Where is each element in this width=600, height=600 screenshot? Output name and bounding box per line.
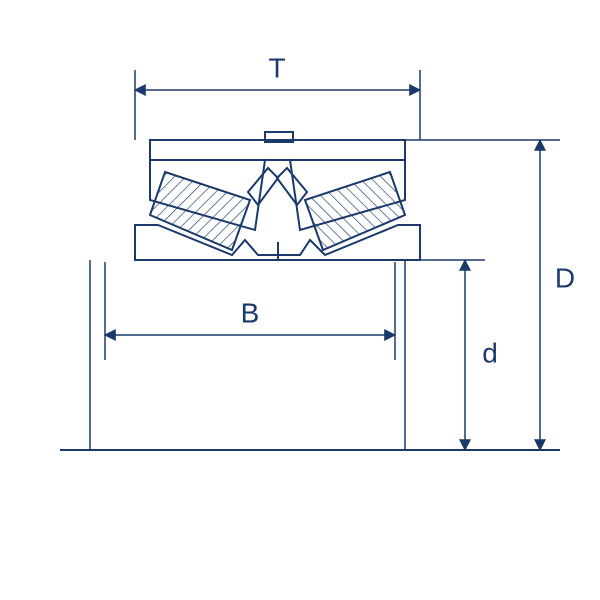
dim-B: B (105, 262, 395, 360)
label-T: T (268, 52, 285, 83)
bearing-diagram: T B d (0, 0, 600, 600)
dim-d: d (420, 260, 498, 450)
dim-T: T (135, 52, 420, 140)
label-D: D (555, 262, 575, 293)
dim-D: D (405, 140, 575, 450)
label-d: d (482, 337, 498, 368)
inner-race (135, 225, 420, 260)
label-B: B (241, 297, 260, 328)
